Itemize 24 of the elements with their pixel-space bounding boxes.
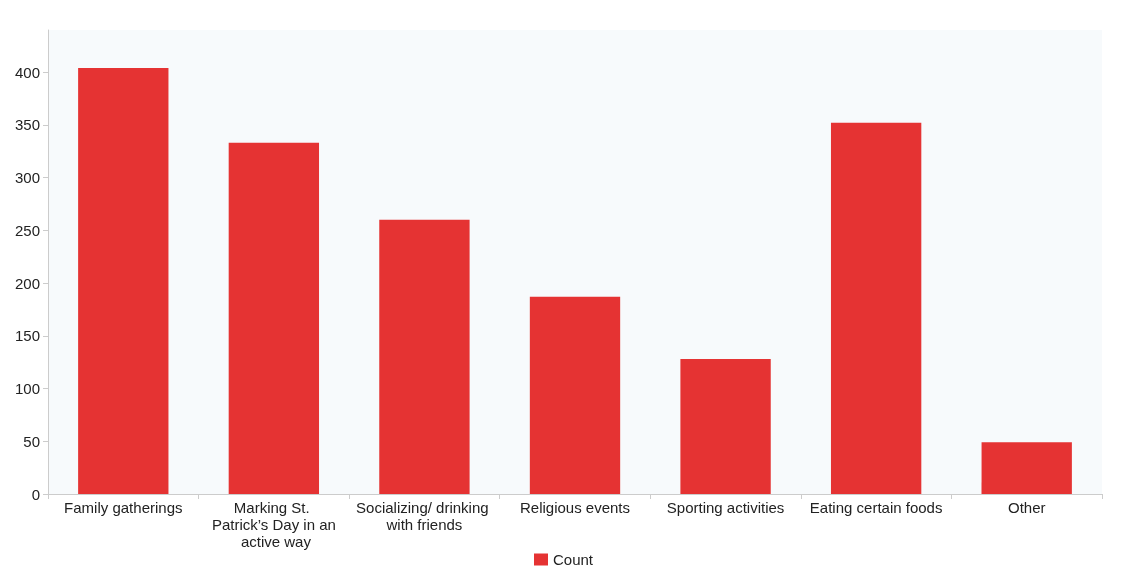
x-tick-label: Socializing/ drinking with friends bbox=[356, 499, 493, 533]
bar bbox=[680, 359, 771, 494]
y-tick-label: 50 bbox=[23, 432, 40, 450]
y-tick-label: 200 bbox=[14, 274, 40, 292]
y-tick-label: 350 bbox=[14, 116, 40, 134]
y-tick-label: 250 bbox=[14, 221, 40, 239]
x-tick-label: Other bbox=[1007, 499, 1046, 516]
y-tick-label: 100 bbox=[14, 380, 40, 398]
y-tick-label: 0 bbox=[31, 485, 40, 503]
x-tick-label: Eating certain foods bbox=[809, 499, 943, 516]
y-tick-label: 300 bbox=[14, 169, 40, 187]
bar bbox=[981, 442, 1072, 494]
x-tick-label: Religious events bbox=[519, 499, 631, 516]
y-tick-label: 400 bbox=[14, 63, 40, 81]
bar bbox=[529, 296, 621, 494]
bar bbox=[830, 122, 922, 494]
bar bbox=[78, 67, 169, 494]
legend-label: Count bbox=[552, 551, 594, 568]
x-tick-label: Marking St. Patrick’s Day in an active way bbox=[211, 499, 336, 550]
bar bbox=[379, 219, 470, 494]
x-tick-label: Sporting activities bbox=[666, 499, 785, 516]
bar bbox=[228, 142, 320, 494]
y-tick-label: 150 bbox=[14, 327, 40, 345]
x-tick-label: Family gatherings bbox=[64, 499, 183, 516]
